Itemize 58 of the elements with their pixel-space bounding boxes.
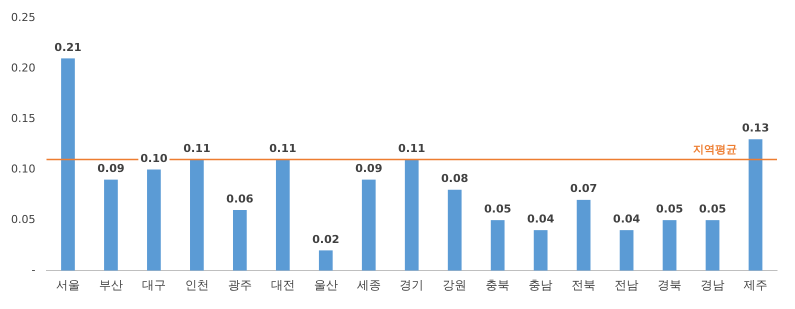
bar — [404, 159, 419, 271]
y-tick-label: 0.05 — [10, 212, 36, 226]
bar — [276, 159, 290, 271]
bar — [318, 250, 333, 271]
bar — [232, 210, 247, 271]
bar — [620, 230, 634, 271]
bar — [706, 220, 720, 271]
y-tick-label: 0.25 — [10, 10, 36, 24]
data-label: 0.05 — [656, 202, 684, 216]
data-label: 0.06 — [226, 192, 254, 206]
x-tick-label: 대구 — [142, 278, 166, 292]
bar — [147, 170, 161, 271]
bar — [662, 220, 676, 271]
bar — [362, 180, 376, 271]
data-label: 0.02 — [312, 232, 340, 246]
bar — [61, 58, 75, 271]
x-tick-label: 충북 — [486, 278, 510, 292]
x-tick-label: 세종 — [356, 278, 381, 292]
data-label: 0.07 — [570, 182, 598, 196]
x-tick-label: 인천 — [184, 278, 209, 292]
data-label: 0.10 — [140, 152, 168, 165]
data-label: 0.09 — [97, 162, 125, 176]
data-label: 0.05 — [484, 202, 512, 216]
x-tick-label: 부산 — [98, 278, 123, 292]
y-tick-label: 0.20 — [10, 61, 36, 74]
data-label: 0.05 — [698, 202, 726, 216]
x-tick-label: 충남 — [528, 278, 553, 292]
x-tick-label: 전북 — [572, 278, 596, 292]
x-tick-label: 경기 — [400, 278, 424, 292]
data-label: 0.11 — [269, 142, 296, 155]
data-label: 0.21 — [54, 40, 82, 54]
data-label: 0.11 — [183, 142, 210, 155]
x-tick-label: 경남 — [700, 278, 725, 292]
x-tick-label: 울산 — [314, 278, 338, 292]
bar — [748, 139, 762, 271]
x-tick-label: 서울 — [56, 278, 80, 292]
x-tick-label: 전남 — [614, 278, 639, 292]
data-label: 0.08 — [441, 172, 468, 186]
ref-line-label: 지역평균 — [692, 142, 737, 156]
x-tick-label: 광주 — [228, 278, 252, 292]
x-tick-label: 제주 — [744, 278, 768, 292]
x-tick-label: 강원 — [442, 278, 467, 292]
bar — [576, 200, 591, 271]
data-label: 0.04 — [527, 212, 555, 226]
bar — [104, 180, 118, 271]
data-label: 0.04 — [613, 212, 641, 226]
bar — [534, 230, 548, 271]
bar — [448, 190, 462, 271]
data-label: 0.13 — [742, 122, 770, 135]
bar — [190, 159, 204, 271]
data-label: 0.09 — [355, 162, 382, 176]
y-tick-label: - — [32, 263, 36, 276]
x-tick-label: 대전 — [270, 278, 295, 292]
x-tick-label: 경북 — [658, 278, 682, 292]
data-label: 0.11 — [398, 142, 426, 155]
y-tick-label: 0.15 — [10, 112, 36, 125]
bar — [490, 220, 505, 271]
y-tick-label: 0.10 — [10, 162, 36, 176]
